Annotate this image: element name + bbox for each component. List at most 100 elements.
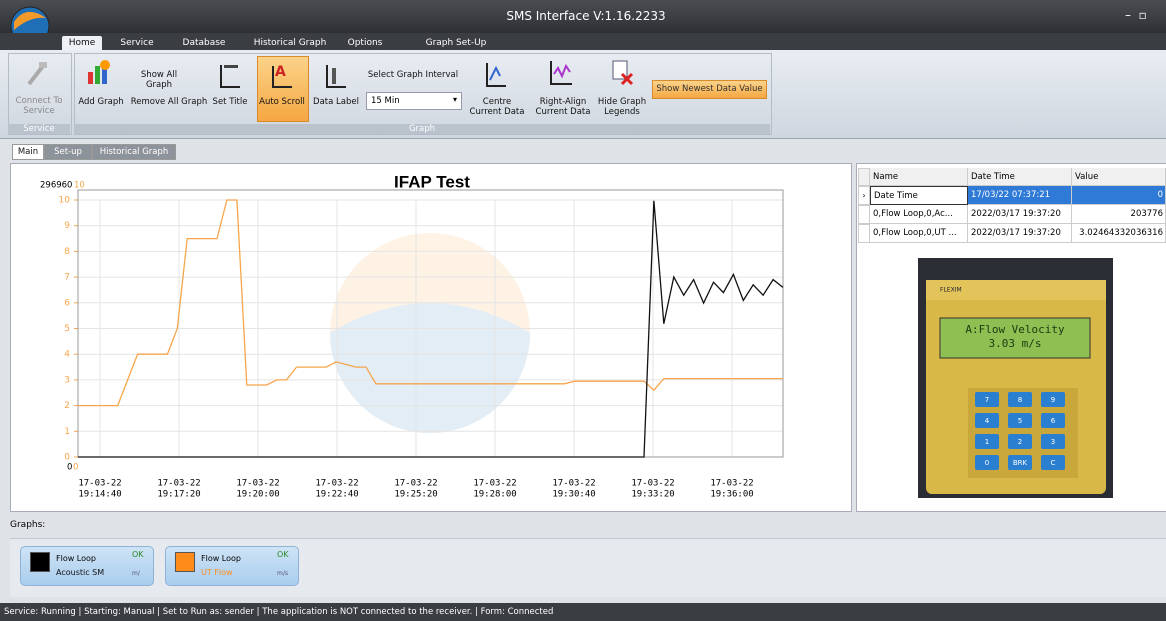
hide-legends-icon xyxy=(612,60,634,86)
window-title: SMS Interface V:1.16.2233 xyxy=(506,9,666,23)
x-tick-label: 17-03-22 xyxy=(552,479,595,489)
group-label: Graph xyxy=(74,124,770,134)
graph-group xyxy=(74,53,772,135)
graph-status: OK xyxy=(132,550,144,559)
keypad-label: 6 xyxy=(1051,417,1056,425)
column-header: Name xyxy=(870,168,968,186)
ribbon-tab[interactable]: Historical Graph xyxy=(253,38,327,48)
window-controls[interactable]: – ▫ xyxy=(1125,8,1147,22)
keypad-key xyxy=(1008,455,1032,470)
view-tab[interactable]: Main xyxy=(12,144,44,160)
y-tick-label: 4 xyxy=(64,350,70,360)
x-tick-label: 19:20:00 xyxy=(236,490,279,500)
series-line xyxy=(78,199,783,407)
y-tick-label: 1 xyxy=(64,427,70,437)
keypad-label: 0 xyxy=(985,459,989,467)
keypad-key xyxy=(1041,392,1065,407)
keypad-label: 5 xyxy=(1018,417,1022,425)
y-max-label: 10 xyxy=(74,181,85,191)
keypad-key xyxy=(1041,434,1065,449)
auto-scroll-highlight xyxy=(257,56,309,122)
add-graph-icon xyxy=(88,60,110,84)
y-tick-label: 10 xyxy=(59,196,71,206)
x-tick-label: 19:30:40 xyxy=(552,490,595,500)
y-tick-label: 7 xyxy=(64,273,70,283)
x-tick-label: 19:28:00 xyxy=(473,490,516,500)
grid-cell[interactable]: 0,Flow Loop,0,Ac... xyxy=(870,205,968,224)
service-group xyxy=(8,53,72,135)
grid-cell[interactable]: 17/03/22 07:37:21 xyxy=(968,186,1072,205)
show-all-button[interactable]: Show All Graph xyxy=(140,70,178,90)
status-bar: Service: Running | Starting: Manual | Se… xyxy=(0,603,1166,621)
ribbon-tab[interactable]: Database xyxy=(182,38,226,48)
keypad-key xyxy=(1008,413,1032,428)
y-tick-label: 9 xyxy=(64,221,70,231)
x-tick-label: 19:25:20 xyxy=(394,490,437,500)
grid-cell[interactable]: 2022/03/17 19:37:20 xyxy=(968,205,1072,224)
x-tick-label: 17-03-22 xyxy=(710,479,753,489)
column-header: Value xyxy=(1072,168,1166,186)
row-header[interactable]: › xyxy=(858,186,870,205)
grid-cell[interactable]: 2022/03/17 19:37:20 xyxy=(968,224,1072,243)
graph-status: OK xyxy=(277,550,289,559)
right-align-button[interactable]: Right-Align Current Data xyxy=(535,97,591,117)
y-tick-label: 8 xyxy=(64,247,70,257)
keypad-label: 8 xyxy=(1018,396,1022,404)
x-tick-label: 19:22:40 xyxy=(315,490,358,500)
x-tick-label: 17-03-22 xyxy=(631,479,674,489)
grid-cell[interactable]: Date Time xyxy=(870,186,968,205)
graph-unit: m/ xyxy=(132,570,140,577)
connect-button[interactable]: Connect To Service xyxy=(15,96,63,116)
keypad-key xyxy=(1041,455,1065,470)
y2-min-label: 0 xyxy=(67,463,72,473)
remove-all-button[interactable]: Remove All Graph xyxy=(130,97,208,107)
keypad-key xyxy=(975,413,999,428)
ribbon-tab[interactable]: Options xyxy=(347,38,383,48)
keypad-label: 1 xyxy=(985,438,989,446)
x-tick-label: 17-03-22 xyxy=(157,479,200,489)
show-newest-button[interactable]: Show Newest Data Value xyxy=(652,80,767,99)
hide-legends-button[interactable]: Hide Graph Legends xyxy=(597,97,647,117)
graph-name: Flow Loop xyxy=(56,554,96,563)
right-align-icon xyxy=(550,61,572,85)
auto-scroll-button[interactable]: Auto Scroll xyxy=(259,97,305,107)
keypad-label: C xyxy=(1051,459,1056,467)
data-label-icon xyxy=(326,65,346,88)
keypad-key xyxy=(975,392,999,407)
row-header[interactable] xyxy=(858,205,870,224)
data-label-button[interactable]: Data Label xyxy=(313,97,359,107)
view-tab[interactable]: Set-up xyxy=(44,144,92,160)
centre-icon xyxy=(486,63,506,87)
title-bar xyxy=(0,0,1166,33)
view-tab[interactable]: Historical Graph xyxy=(92,144,176,160)
interval-label: Select Graph Interval xyxy=(367,70,459,80)
x-tick-label: 17-03-22 xyxy=(473,479,516,489)
interval-dropdown[interactable]: 15 Min ▾ xyxy=(366,92,462,110)
row-header[interactable] xyxy=(858,224,870,243)
graph-color xyxy=(30,552,50,572)
x-tick-label: 19:36:00 xyxy=(710,490,753,500)
y-tick-label: 2 xyxy=(64,401,70,411)
ribbon-tab[interactable]: Service xyxy=(120,38,154,48)
ribbon-tab[interactable]: Graph Set-Up xyxy=(425,38,487,48)
auto-scroll-icon: A xyxy=(272,64,292,88)
graph-subname: Acoustic SM xyxy=(56,568,105,577)
add-graph-button[interactable]: Add Graph xyxy=(78,97,124,107)
set-title-button[interactable]: Set Title xyxy=(212,97,248,107)
centre-button[interactable]: Centre Current Data xyxy=(469,97,525,117)
chart: IFAP Test 01234567891017-03-2219:14:4017… xyxy=(40,172,784,500)
ribbon-tab[interactable]: Home xyxy=(62,36,102,50)
grid-corner xyxy=(858,168,870,186)
connect-icon xyxy=(27,62,47,86)
y-tick-label: 5 xyxy=(64,324,70,334)
x-tick-label: 17-03-22 xyxy=(78,479,121,489)
ribbon-tab-strip xyxy=(0,33,1166,51)
keypad-key xyxy=(1008,434,1032,449)
grid-cell[interactable]: 203776 xyxy=(1072,205,1166,224)
grid-cell[interactable]: 3.02464332036316 xyxy=(1072,224,1166,243)
grid-cell[interactable]: 0,Flow Loop,0,UT ... xyxy=(870,224,968,243)
grid-cell[interactable]: 0 xyxy=(1072,186,1166,205)
y-tick-label: 3 xyxy=(64,375,70,385)
